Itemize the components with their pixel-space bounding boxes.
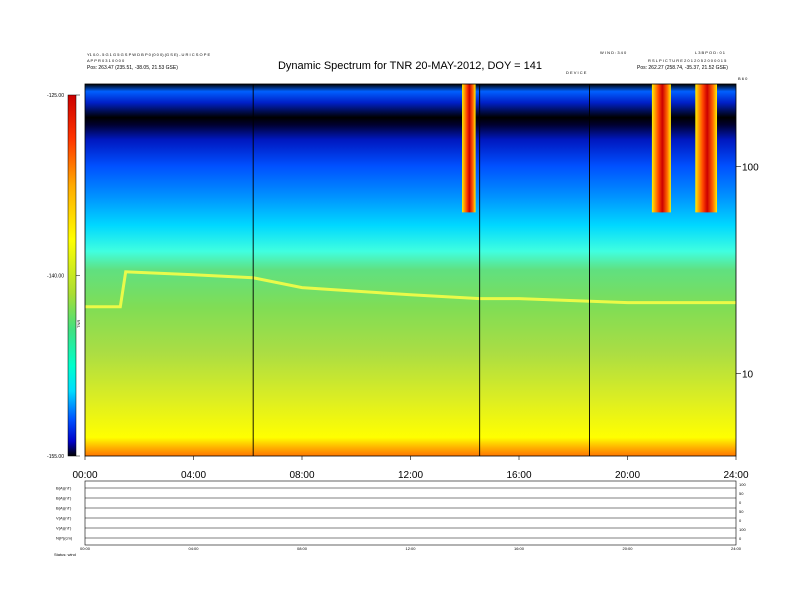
y-tick-label: 10 [742,370,754,381]
bottom-x-tick-label: 12:00 [405,546,416,551]
header-left-line1: Y1 0.0 - 5 G 1 G 5 G S P W D B P 0 (0 0 … [87,52,210,57]
plasma-line [85,270,736,309]
header-right-line4: Pos: 262.27 (258.74, -35.37, 21.52 GSE) [637,65,728,71]
x-tick-label: 24:00 [723,470,748,481]
colorbar-ticks: -125.00 -140.00 -155.00 [47,93,80,460]
bottom-x-tick-label: 16:00 [514,546,525,551]
bottom-x-tick-label: 20:00 [622,546,633,551]
chart-title: Dynamic Spectrum for TNR 20-MAY-2012, DO… [278,60,542,72]
bottom-x-tick-label: 24:00 [731,546,742,551]
x-tick-label: 00:00 [72,470,97,481]
colorbar-tick-label: -155.00 [47,454,64,460]
bottom-right-tick-label: 0 [739,518,742,523]
radio-burst-1 [651,84,671,213]
radio-burst-2 [695,84,718,213]
spectrogram [85,84,736,456]
header-right-line1: W I N D : 3 4 0 [600,50,627,55]
bottom-row-label: V(A)(nT) [56,516,72,521]
bottom-right-tick-label: 0 [739,536,742,541]
header-center-small: D E V I C E [566,70,587,75]
colorbar-label: TNR [76,320,81,328]
x-tick-label: 04:00 [181,470,206,481]
bottom-row-label: B(A)(nT) [56,486,72,491]
bottom-panel: B(A)(nT) B(A)(nT) B(A)(nT) V(A)(nT) V(A)(nT)… [54,480,746,557]
header-left-line3: Pos: 263.47 (235.51, -38.05, 21.53 GSE) [87,65,178,71]
bottom-right-tick-label: 50 [739,509,744,514]
header-right-line3: R S L P I C T U R E 2 0 1 2 0 5 2 0 0 0 … [648,58,727,63]
bottom-row-label: B(A)(nT) [56,496,72,501]
bottom-right-tick-label: 100 [739,482,746,487]
y-axis-right: 100 10 [736,162,759,381]
bottom-row-label: B(A)(nT) [56,506,72,511]
x-tick-label: 12:00 [398,470,423,481]
bottom-row-label: N(P)(cm) [56,536,73,541]
bottom-x-tick-label: 08:00 [297,546,308,551]
colorbar-tick-label: -125.00 [47,93,64,99]
x-axis: 00:00 04:00 08:00 12:00 16:00 20:00 24:00 [72,456,749,481]
x-tick-label: 08:00 [289,470,314,481]
bottom-right-tick-label: 0 [739,500,742,505]
bottom-footer-label: Status: wind [54,552,76,557]
bottom-right-tick-label: 100 [739,527,746,532]
bottom-x-tick-label: 04:00 [188,546,199,551]
bottom-panel-frame [84,480,737,546]
header-right-line2: L 3 B P O D : 0 1 [695,50,726,55]
colorbar-tick-label: -140.00 [47,274,64,280]
header-corner-small: B 6 0 [738,76,748,81]
x-tick-label: 16:00 [506,470,531,481]
header-left-line2: A P P R 0 3 1 0 0 0 0 [87,58,125,63]
x-tick-label: 20:00 [615,470,640,481]
radio-burst-0 [462,84,476,213]
colorbar [67,94,77,457]
bottom-right-tick-label: 50 [739,491,744,496]
spectrogram-background [85,84,736,456]
bottom-row-label: V(A)(nT) [56,526,72,531]
bottom-x-tick-label: 00:00 [80,546,91,551]
y-tick-label: 100 [742,162,759,173]
